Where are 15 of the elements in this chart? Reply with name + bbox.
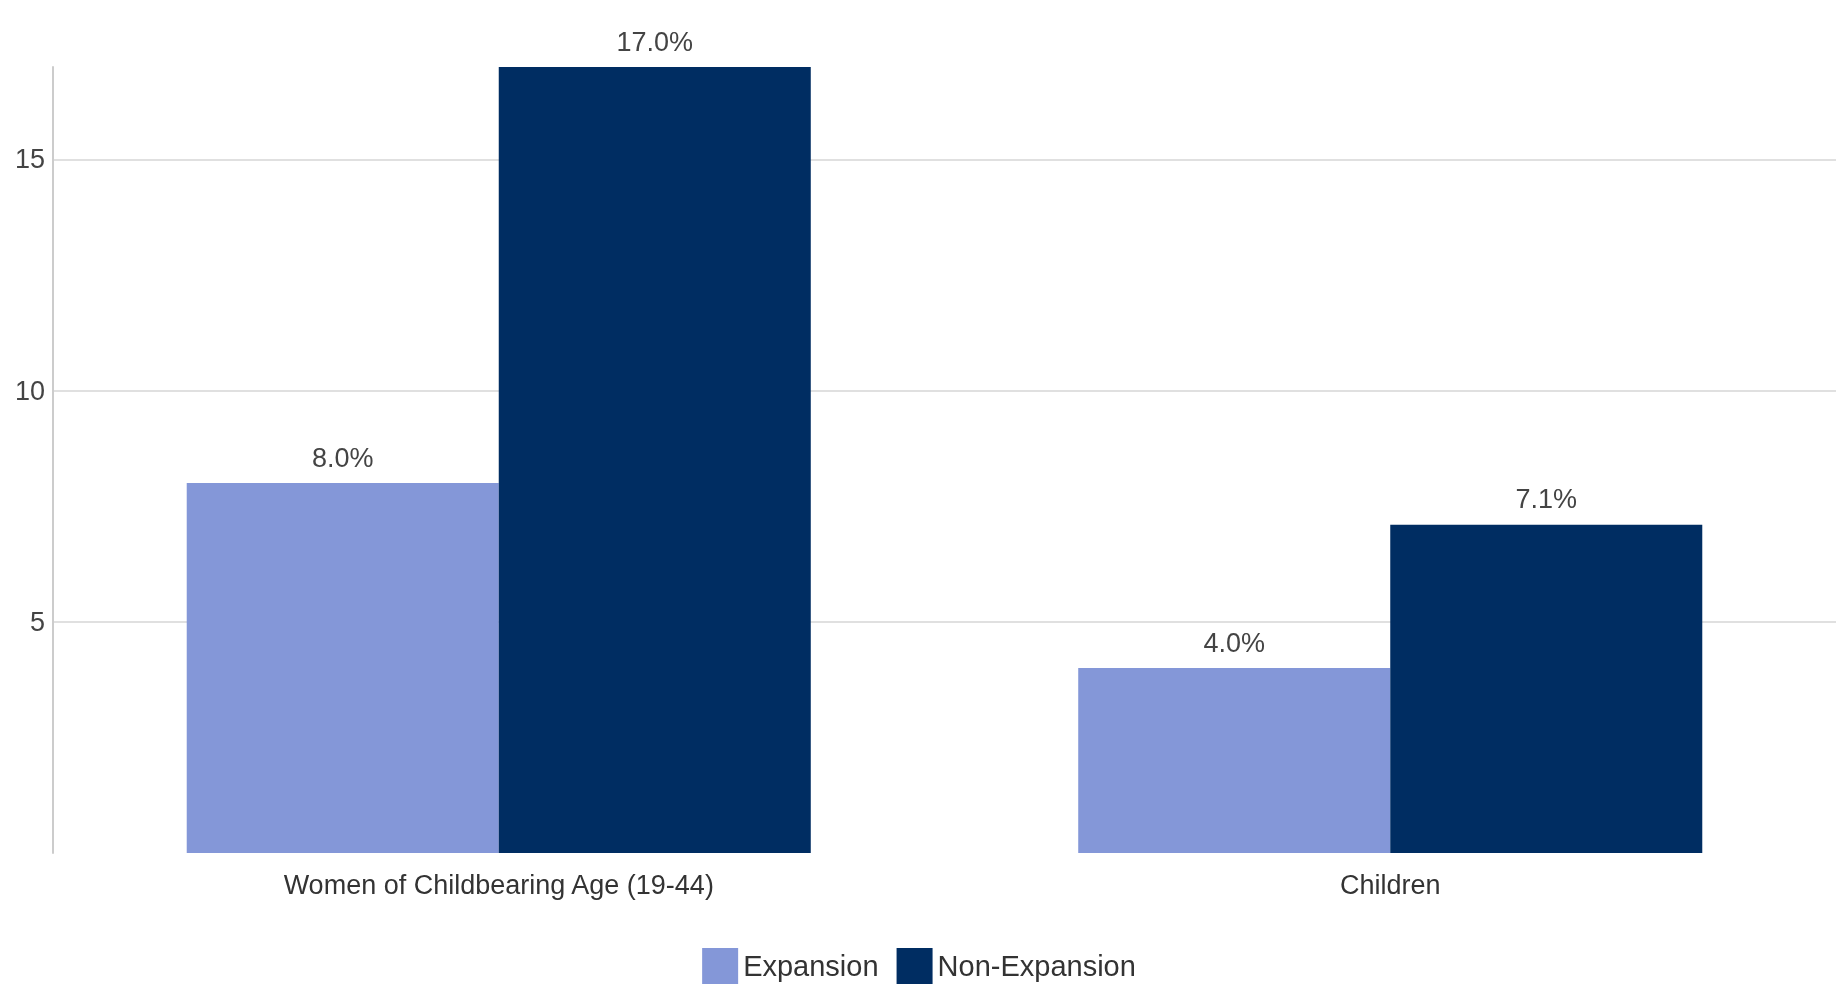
data-label: 17.0% [616,26,694,57]
legend-label: Non-Expansion [937,950,1136,982]
bar [186,483,499,853]
x-tick-label: Children [1339,869,1441,900]
bar [1078,668,1391,853]
y-tick-label: 10 [14,375,45,406]
data-label: 4.0% [1203,627,1266,658]
bar [498,67,811,853]
x-tick-label: Women of Childbearing Age (19-44) [283,869,714,900]
y-tick-label: 15 [14,144,45,175]
y-tick-label: 5 [29,606,45,637]
data-label: 8.0% [311,442,374,473]
bar [1390,524,1703,853]
data-label: 7.1% [1515,484,1578,515]
legend-label: Expansion [743,950,879,982]
